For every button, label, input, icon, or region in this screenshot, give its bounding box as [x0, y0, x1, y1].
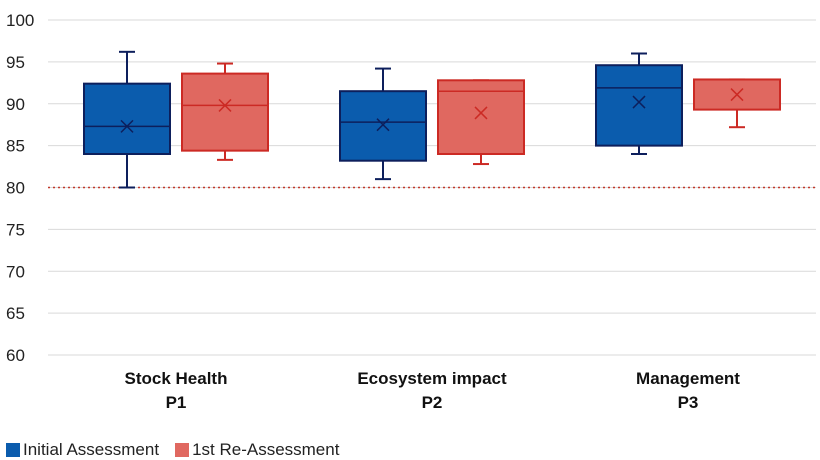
mean-marker-b-cat1-s1 — [474, 106, 488, 120]
mean-marker-b-cat0-s1 — [218, 98, 232, 112]
boxes-group — [83, 50, 781, 189]
mean-marker-b-cat2-s0 — [632, 95, 646, 109]
y-tick-label-100: 100 — [6, 11, 34, 30]
box-rect-cat0-s1 — [181, 72, 269, 152]
box-cat1-s1 — [437, 79, 525, 166]
mean-marker-b-cat1-s0 — [376, 118, 390, 132]
y-tick-label-70: 70 — [6, 262, 25, 281]
y-axis: 60 65 70 75 80 85 90 95 100 — [6, 11, 34, 365]
legend-swatch-reassessment — [175, 443, 190, 457]
category-label-2: Management — [636, 369, 740, 388]
x-axis: Stock Health P1 Ecosystem impact P2 Manageme… — [125, 369, 741, 412]
legend-swatch-initial — [6, 443, 20, 457]
y-tick-label-95: 95 — [6, 53, 25, 72]
mean-marker-b-cat2-s1 — [730, 88, 744, 102]
y-tick-label-75: 75 — [6, 220, 25, 239]
gridlines — [48, 19, 816, 356]
category-code-2: P3 — [678, 393, 699, 412]
box-cat0-s0 — [83, 50, 171, 189]
box-cat0-s1 — [181, 62, 269, 161]
mean-marker-b-cat0-s0 — [120, 119, 134, 133]
y-tick-label-60: 60 — [6, 346, 25, 365]
legend-item-reassessment: 1st Re-Assessment — [175, 440, 339, 460]
category-label-0: Stock Health — [125, 369, 228, 388]
y-tick-label-90: 90 — [6, 95, 25, 114]
y-tick-label-80: 80 — [6, 179, 25, 198]
box-rect-cat2-s0 — [595, 64, 683, 147]
category-code-1: P2 — [422, 393, 443, 412]
category-code-0: P1 — [166, 393, 187, 412]
box-rect-cat0-s0 — [83, 82, 171, 155]
legend-item-initial: Initial Assessment — [6, 440, 159, 460]
box-cat2-s1 — [693, 78, 781, 129]
y-tick-label-85: 85 — [6, 137, 25, 156]
box-rect-cat1-s0 — [339, 90, 427, 162]
box-cat2-s0 — [595, 52, 683, 155]
box-cat1-s0 — [339, 67, 427, 181]
y-tick-label-65: 65 — [6, 304, 25, 323]
legend: Initial Assessment 1st Re-Assessment — [6, 440, 355, 460]
category-label-1: Ecosystem impact — [357, 369, 507, 388]
box-plot-chart: 60 65 70 75 80 85 90 95 100 Stock Health P1 Ecosys… — [6, 11, 816, 412]
legend-label-initial: Initial Assessment — [23, 440, 160, 459]
legend-label-reassessment: 1st Re-Assessment — [192, 440, 340, 459]
box-rect-cat1-s1 — [437, 79, 525, 155]
